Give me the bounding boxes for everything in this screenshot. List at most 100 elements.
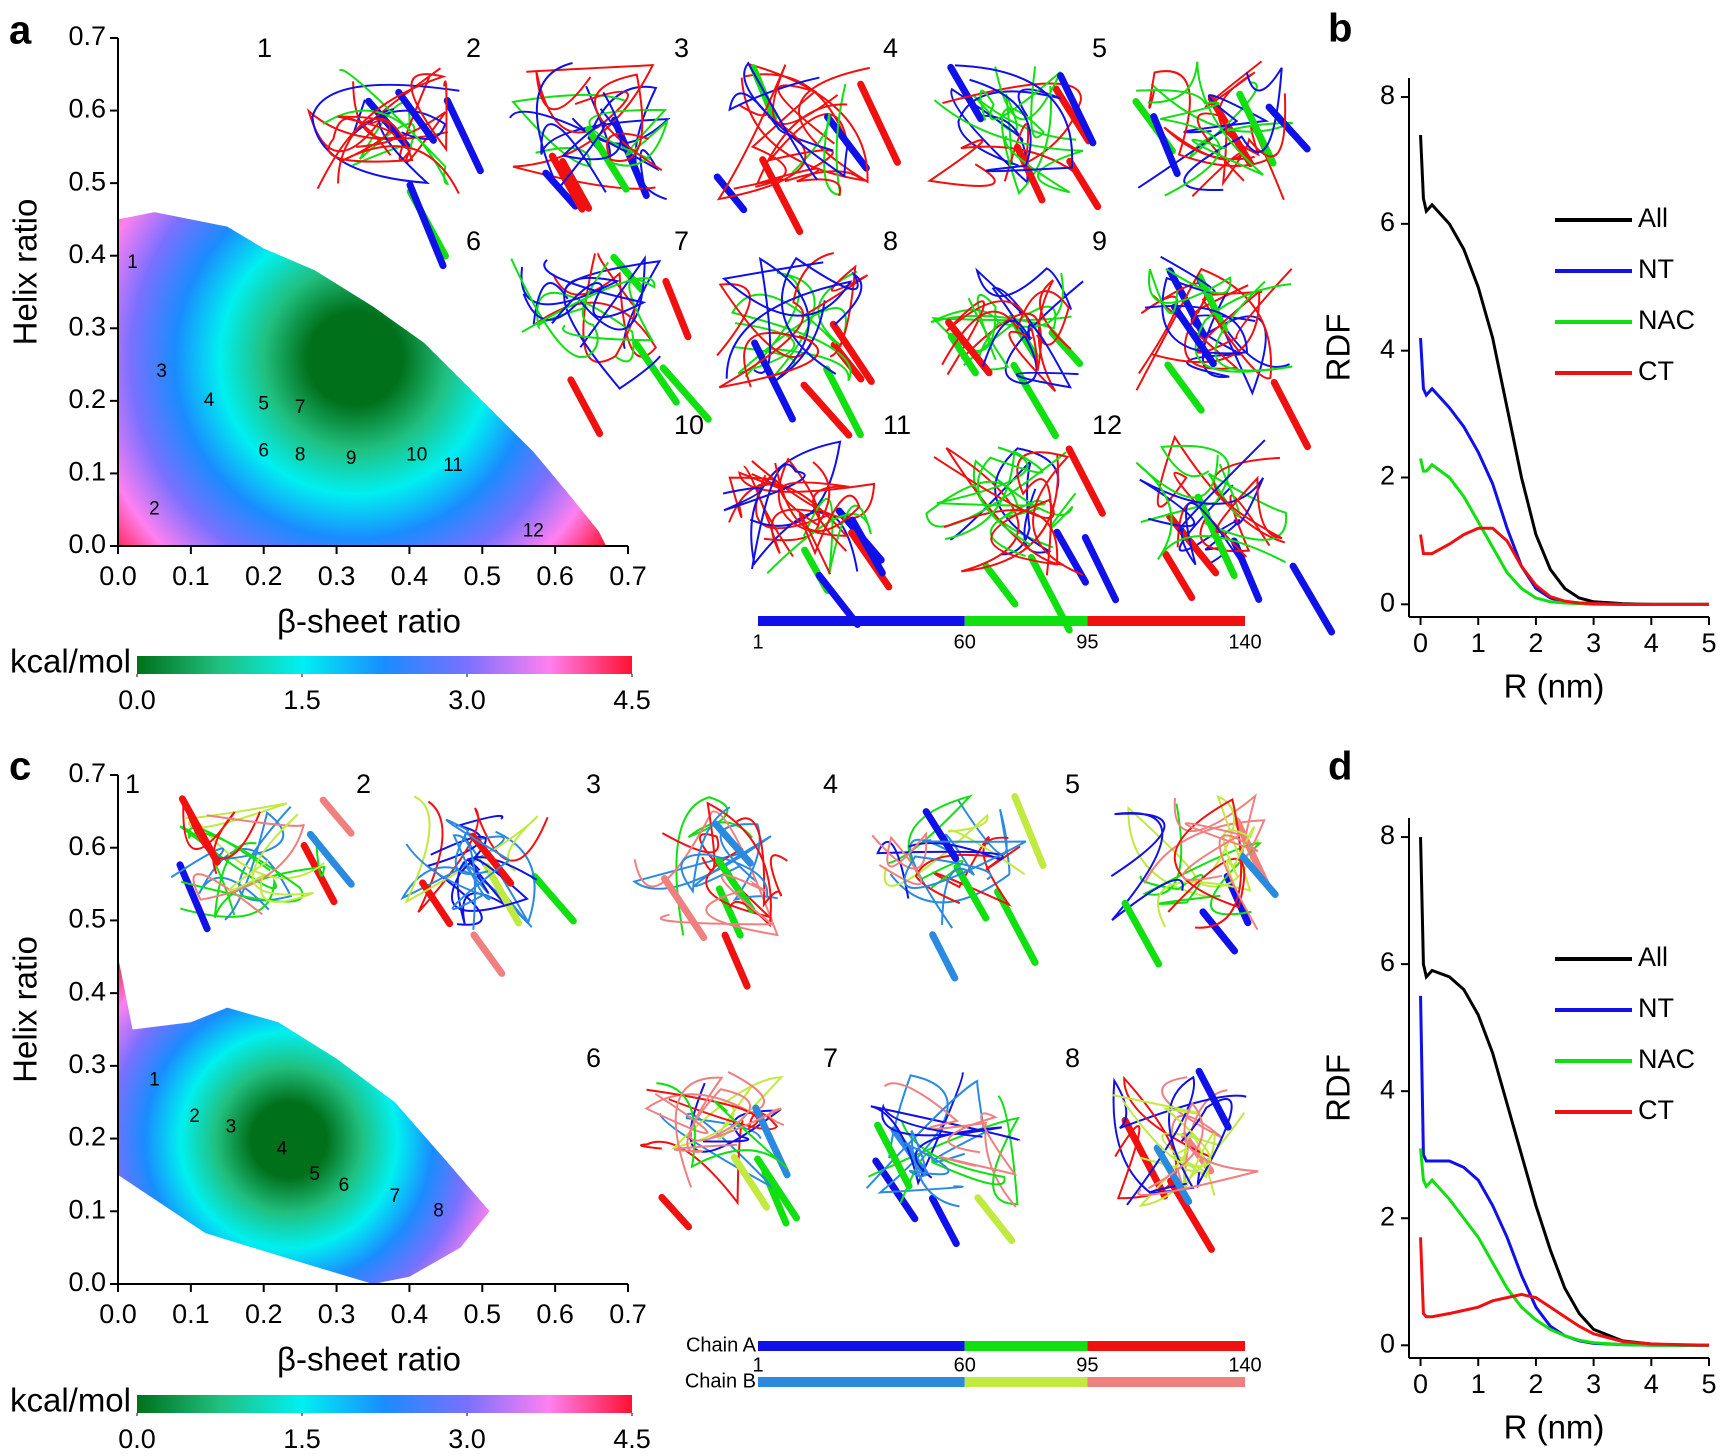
loop [337,115,460,195]
loop [750,84,835,188]
energy-region [118,212,607,546]
structure-number: 6 [466,226,481,256]
structure-cartoon [1110,793,1279,968]
structure-number: 5 [1092,33,1107,63]
strand [1164,361,1205,414]
structure-cartoon [722,440,893,628]
loop [405,834,492,930]
sequence-segment [758,616,965,626]
loop [1008,279,1072,393]
structure-number: 10 [674,410,704,440]
legend-label: CT [1638,1095,1674,1125]
structure-number: 3 [586,769,601,799]
loop [1136,89,1221,197]
loop [1135,454,1287,564]
y-tick-label: 0.4 [68,239,106,269]
structure-number: 2 [466,33,481,63]
loop [933,456,1059,566]
colorbar-tick-label: 0.0 [118,685,156,715]
loop [1000,66,1052,196]
y-tick-label: 0.1 [68,457,106,487]
structure-cartoon [1135,434,1336,636]
structure-cartoon [1132,60,1311,201]
colorbar-tick-label: 4.5 [613,685,651,715]
loop [1137,1101,1259,1196]
x-tick-label: 0.7 [609,561,647,591]
strand [469,832,515,887]
x-tick-label: 2 [1528,1369,1543,1399]
strand [567,376,604,438]
loop [425,814,504,926]
basin-label: 11 [443,455,463,476]
loop [1016,451,1084,576]
y-tick-label: 8 [1380,80,1395,110]
loop [1140,444,1230,524]
loop [865,1079,986,1189]
strand [1270,378,1311,451]
loop [1139,477,1265,528]
sequence-segment [1087,1377,1245,1387]
loop [876,841,1004,899]
strand [1167,1177,1215,1253]
x-tick-label: 1 [1471,1369,1486,1399]
x-tick-label: 0.4 [391,561,429,591]
basin-label: 5 [309,1164,320,1185]
basin-label: 7 [295,397,306,418]
colorbar-tick-label: 3.0 [448,685,486,715]
basin-label: 2 [149,499,160,520]
loop [229,813,314,903]
energy-region [118,956,490,1284]
strand [443,96,484,175]
y-tick-label: 0 [1380,587,1395,617]
loop [1177,439,1266,566]
loop [594,73,663,172]
y-tick-label: 0.5 [68,166,106,196]
structure-number: 11 [883,410,911,440]
loop [881,1103,1002,1179]
y-tick-label: 0.0 [68,1267,106,1297]
x-tick-label: 0.2 [245,561,283,591]
structure-cartoon [1111,1067,1259,1253]
rdf-line [1419,526,1709,606]
strand [713,173,748,214]
strand [1171,303,1217,368]
loop [509,108,660,195]
x-tick-label: 5 [1701,1369,1716,1399]
loop [800,264,869,358]
sequence-segment [964,1341,1088,1351]
loop [430,835,529,912]
loop [883,813,1026,887]
basin-label: 3 [226,1117,237,1138]
x-tick-label: 0.1 [172,561,210,591]
strand [712,820,754,867]
x-tick-label: 0.5 [464,561,502,591]
strand [730,1153,771,1211]
strand [1153,1144,1193,1206]
rdf-line [1419,458,1709,606]
strand [300,841,338,906]
structure-cartoon [713,61,901,236]
structure-number: 4 [823,769,838,799]
panel-letter: c [9,745,31,789]
x-tick-label: 0.3 [318,1299,356,1329]
strand [751,339,796,423]
y-tick-label: 0 [1380,1328,1395,1358]
strand [1052,85,1093,145]
structure-cartoon [871,793,1047,982]
loop [1148,267,1232,315]
strand [1057,72,1097,147]
strand [929,931,959,982]
strand [483,862,523,927]
structure-cartoon [925,445,1120,634]
basin-label: 4 [204,390,215,411]
x-axis-label: β-sheet ratio [277,1341,461,1378]
loop [1156,794,1252,928]
strand [1238,852,1279,898]
x-tick-label: 0 [1413,628,1428,658]
loop [780,256,863,375]
loop [945,449,1044,546]
y-tick-label: 2 [1380,461,1395,491]
colorbar-tick-label: 0.0 [118,1424,156,1454]
loop [734,270,858,375]
loop [1161,1076,1228,1194]
